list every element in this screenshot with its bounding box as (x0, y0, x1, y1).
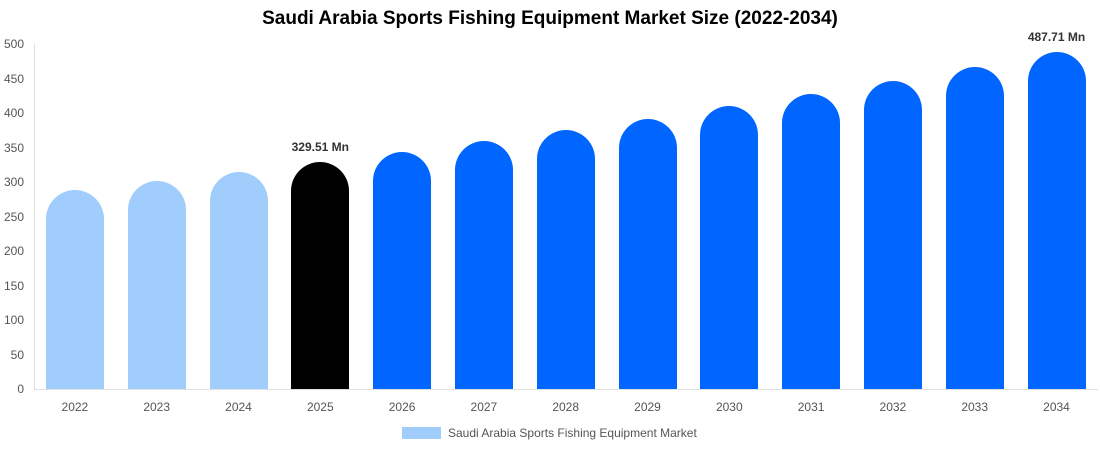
data-label: 487.71 Mn (1027, 30, 1086, 45)
bar-2032[interactable] (863, 81, 922, 389)
y-tick-label: 150 (3, 278, 24, 293)
x-tick-label: 2025 (306, 400, 334, 414)
y-tick-label: 0 (17, 382, 24, 396)
x-tick-label: 2022 (61, 400, 89, 414)
bar-2028[interactable] (536, 130, 595, 389)
chart-title: Saudi Arabia Sports Fishing Equipment Ma… (262, 8, 838, 29)
legend-swatch (402, 427, 441, 439)
x-tick-label: 2028 (552, 400, 580, 414)
x-tick-label: 2030 (715, 400, 743, 414)
y-tick-label: 450 (3, 71, 24, 86)
x-tick-label: 2027 (470, 400, 498, 414)
x-tick-label: 2031 (797, 400, 825, 414)
bar-2025[interactable] (291, 161, 350, 389)
y-tick-label: 100 (3, 313, 24, 327)
bar-2023[interactable] (127, 181, 186, 389)
legend[interactable]: Saudi Arabia Sports Fishing Equipment Ma… (402, 426, 697, 440)
x-tick-label: 2032 (879, 400, 907, 414)
bar-2027[interactable] (454, 141, 513, 389)
x-tick-label: 2023 (143, 400, 171, 414)
x-tick-label: 2026 (388, 400, 416, 414)
bar-2031[interactable] (782, 93, 841, 389)
bar-2033[interactable] (945, 66, 1004, 389)
bar-2030[interactable] (700, 106, 759, 389)
bar-2034[interactable] (1027, 52, 1086, 389)
x-tick-label: 2024 (225, 400, 252, 414)
x-tick-label: 2034 (1043, 400, 1070, 414)
y-tick-label: 250 (3, 209, 24, 224)
data-label: 329.51 Mn (291, 139, 349, 154)
y-tick-label: 50 (10, 347, 24, 362)
x-axis-line (34, 389, 1098, 390)
y-axis-line (34, 44, 35, 389)
y-tick-label: 200 (3, 244, 24, 258)
bar-2029[interactable] (618, 119, 677, 389)
x-tick-label: 2033 (961, 400, 989, 414)
bar-2022[interactable] (45, 190, 104, 389)
y-tick-label: 300 (3, 175, 24, 189)
bar-2026[interactable] (373, 152, 432, 389)
legend-label: Saudi Arabia Sports Fishing Equipment Ma… (448, 426, 697, 440)
bar-2024[interactable] (209, 172, 268, 389)
x-tick-label: 2029 (634, 400, 661, 414)
y-tick-label: 350 (3, 140, 24, 155)
y-tick-label: 500 (3, 37, 24, 51)
y-tick-label: 400 (3, 106, 24, 120)
